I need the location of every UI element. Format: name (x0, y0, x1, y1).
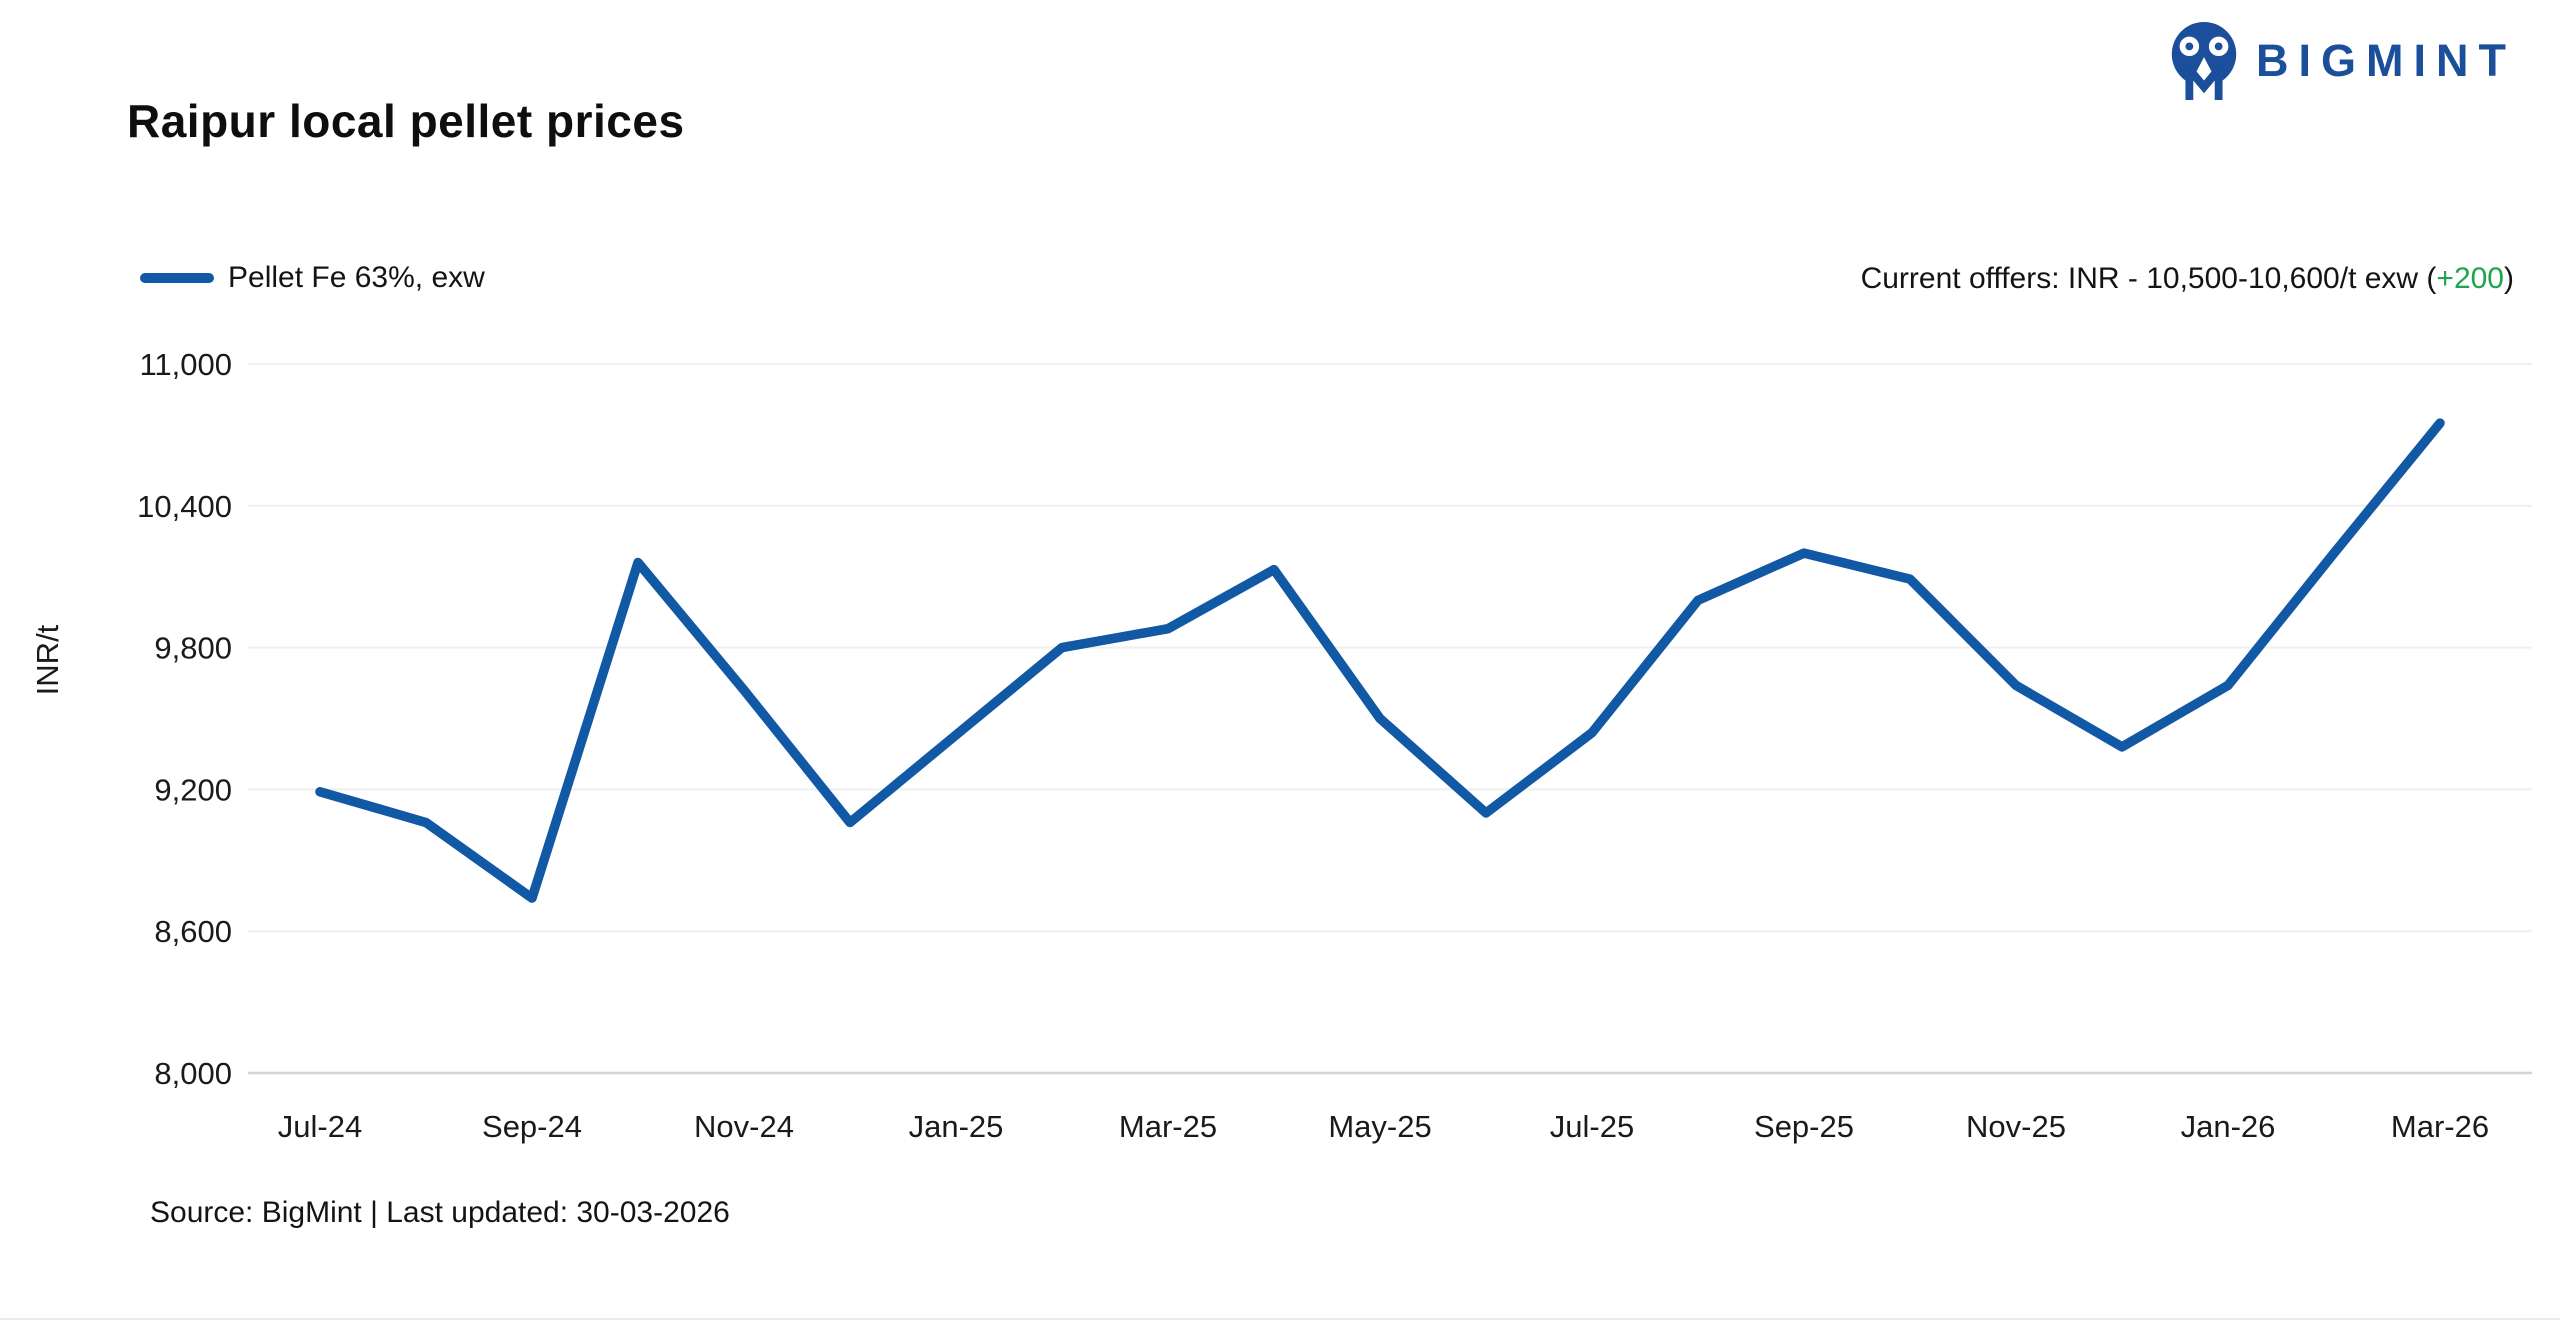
x-tick-label: Sep-24 (482, 1109, 582, 1144)
page-title: Raipur local pellet prices (127, 95, 685, 147)
x-tick-label: Nov-24 (694, 1109, 794, 1144)
x-tick-label: Jan-25 (909, 1109, 1004, 1144)
bigmint-logo-icon (2168, 20, 2240, 102)
legend-line-swatch (140, 273, 214, 283)
current-offers-close: ) (2504, 262, 2514, 295)
legend: Pellet Fe 63%, exw (140, 261, 485, 295)
y-axis-title: INR/t (30, 624, 65, 695)
y-tick-label: 10,400 (137, 489, 232, 524)
x-tick-label: Jul-25 (1550, 1109, 1634, 1144)
y-tick-label: 11,000 (139, 347, 232, 382)
current-offers-text: Current offfers: INR - 10,500-10,600/t e… (1860, 262, 2437, 295)
x-tick-label: Nov-25 (1966, 1109, 2066, 1144)
bigmint-logo: BIGMINT (2168, 20, 2516, 102)
x-tick-label: Sep-25 (1754, 1109, 1854, 1144)
y-tick-label: 9,200 (154, 772, 232, 807)
source-note: Source: BigMint | Last updated: 30-03-20… (150, 1196, 730, 1229)
bigmint-logo-text: BIGMINT (2256, 35, 2516, 86)
x-tick-label: Jul-24 (278, 1109, 362, 1144)
legend-series-label: Pellet Fe 63%, exw (228, 261, 485, 294)
page-bottom-divider (0, 1318, 2560, 1320)
y-tick-label: 8,000 (154, 1056, 232, 1091)
x-tick-label: Mar-25 (1119, 1109, 1217, 1144)
x-tick-label: Jan-26 (2181, 1109, 2276, 1144)
price-line (315, 418, 2445, 903)
x-tick-label: May-25 (1328, 1109, 1431, 1144)
current-offers: Current offfers: INR - 10,500-10,600/t e… (1861, 262, 2514, 296)
x-tick-label: Mar-26 (2391, 1109, 2489, 1144)
y-tick-label: 8,600 (154, 914, 232, 949)
y-tick-label: 9,800 (154, 631, 232, 666)
current-offers-change: +200 (2436, 262, 2504, 295)
